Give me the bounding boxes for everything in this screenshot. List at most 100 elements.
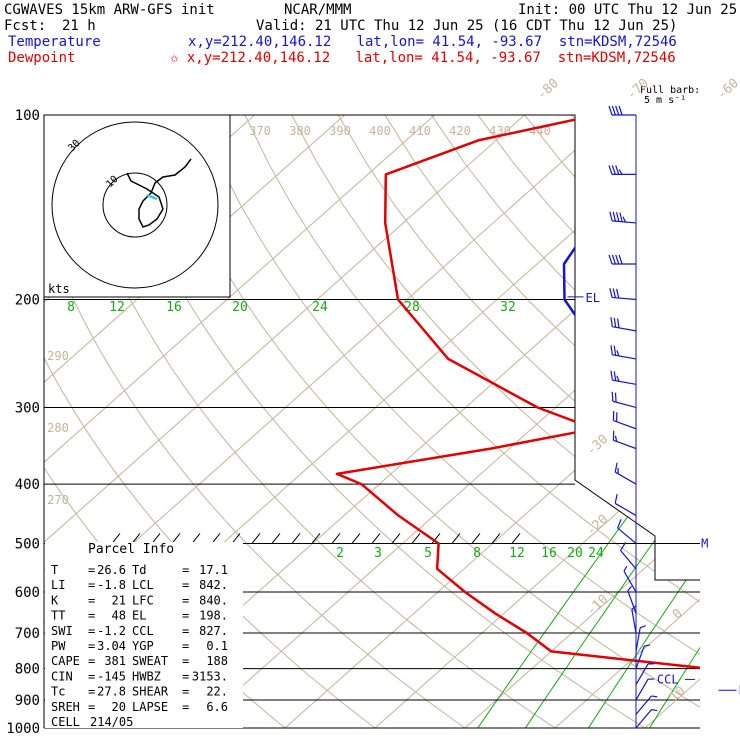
parcel-eq: = [182,578,189,592]
hatch-mark [171,533,181,544]
mixing-ratio-label: 20 [567,546,583,561]
parcel-label: EL [132,609,146,623]
theta-label: 390 [329,124,351,138]
barb-flag [609,288,613,298]
barb-staff [631,609,637,634]
parcel-eq: = [88,578,95,592]
barb-flag [613,317,617,328]
hatch-mark [151,533,161,544]
barb-flag [610,370,613,381]
wind-barb [635,678,654,701]
parcel-eq: = [88,685,95,699]
barb-staff [613,420,637,430]
dry-adiabat [44,115,466,729]
dry-adiabat [663,115,700,729]
hatch-mark [311,533,321,544]
pressure-tick-label: 200 [15,293,40,309]
parcel-value: 381 [104,654,126,668]
wind-barb [610,317,637,332]
barb-flag [609,211,613,221]
parcel-label: TT [51,609,65,623]
barb-staff [612,326,637,332]
pressure-tick-label: 600 [15,585,40,601]
dry-adiabat [384,115,700,729]
mixing-ratio-label: 8 [473,546,481,561]
barb-flag [612,288,617,298]
parcel-label: PW [51,639,66,653]
parcel-value: 188 [206,654,228,668]
parcel-label: K [51,593,59,607]
parcel-eq: = [182,639,189,653]
wind-barbs [608,105,658,729]
hatch-mark [231,533,241,544]
barb-flag [651,695,658,698]
parcel-eq: = [182,700,189,714]
barb-flag [616,318,620,328]
dry-adiabat [104,115,646,729]
parcel-eq: = [182,563,189,577]
barb-legend-title: Full barb: [640,85,701,96]
init-time: Init: 00 UTC Thu 12 Jun 25 [518,2,738,18]
barb-staff [635,663,649,686]
dry-adiabat [58,115,556,729]
parcel-value: 840. [199,593,228,607]
dry-adiabat [711,115,740,728]
mixing-ratio-label: 28 [404,300,420,315]
level-label-el: EL [586,291,600,305]
mixing-ratio-line [588,222,700,729]
isotherm-line [644,115,700,729]
parcel-label: Td [132,563,146,577]
isotherm-line [464,115,700,729]
hatch-mark [491,533,501,544]
barb-flag [644,644,651,647]
pressure-tick-label: 700 [15,626,40,642]
parcel-value: 198. [199,609,228,623]
barb-staff [635,627,641,652]
mixing-ratio-label: 32 [500,300,516,315]
isotherm-line [735,115,740,728]
barb-staff [635,678,649,701]
mixing-ratio-label: 12 [509,546,525,561]
isotherm-line [44,115,525,729]
mixing-ratio-line [477,222,700,729]
barb-flag [623,565,628,572]
barb-staff [617,527,637,544]
parcel-value: 20 [112,700,126,714]
parcel-eq: = [88,639,95,653]
theta-label: 290 [47,349,69,363]
parcel-label: HWBZ [132,669,161,683]
barb-flag [613,371,617,381]
hodograph-inner-ring [102,172,168,238]
barb-legend-units: 5 m s⁻¹ [644,95,687,106]
barb-flag [620,542,627,551]
isotherm-line [374,115,700,729]
isotherm-label: 10 [667,683,689,705]
barb-flag [619,212,623,222]
wind-barb [635,663,654,686]
hatch-mark [271,533,281,544]
hatch-mark [351,533,361,544]
barb-flag [615,212,620,222]
wind-barb [610,345,637,360]
org-label: NCAR/MMM [284,2,352,18]
dry-adiabat [198,115,700,729]
mixing-ratio-label: 2 [336,546,344,561]
isotherm-label: -80 [534,76,561,103]
barb-flag [613,345,617,356]
dewpoint-profile [335,115,700,729]
parcel-label: LCL [132,578,154,592]
theta-label: 280 [47,421,69,435]
model-title: CGWAVES 15km ARW-GFS init [4,2,215,18]
isotherm-label: -10 [584,592,611,619]
parcel-cell-value: 214/05 [90,715,133,729]
hatch-mark [331,533,341,544]
parcel-value: 842. [199,578,228,592]
mixing-ratio-label: 8 [67,300,75,315]
wind-barb [623,565,637,593]
barb-staff [612,379,637,385]
parcel-info-title: Parcel Info [88,542,174,557]
barb-staff [612,296,637,301]
barb-flag [610,345,613,355]
parcel-value: 17.1 [199,563,228,577]
